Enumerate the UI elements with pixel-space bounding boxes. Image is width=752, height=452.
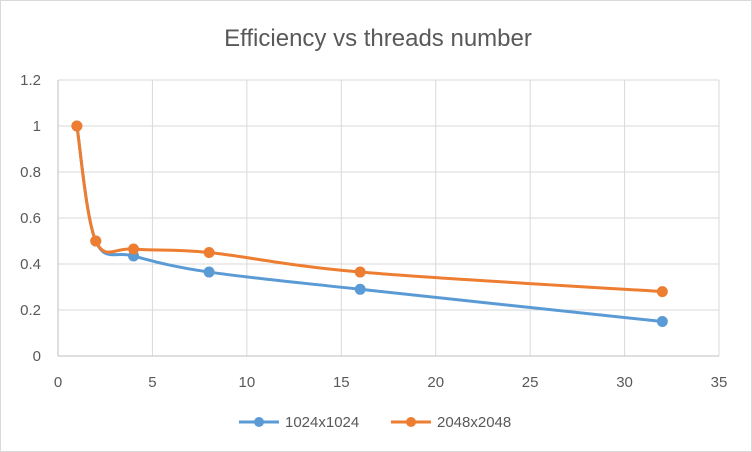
x-tick-label: 15 [333,374,350,391]
data-point [656,316,668,327]
series-2048x2048 [71,120,668,298]
legend-entry: 2048x2048 [391,414,511,431]
x-tick-label: 35 [711,374,728,391]
y-tick-label: 1.2 [20,72,41,89]
data-point [656,286,668,298]
legend-label: 2048x2048 [437,414,511,431]
x-tick-label: 0 [54,374,62,391]
x-tick-label: 30 [616,374,633,391]
data-point [203,247,215,258]
data-point [71,120,83,132]
data-point [203,266,215,278]
data-point [128,243,140,255]
y-tick-label: 0.6 [20,210,41,227]
y-tick-label: 0.2 [20,302,41,319]
data-point [90,235,102,247]
legend-marker [254,417,264,427]
y-tick-label: 0 [33,348,41,365]
series-line [75,124,664,294]
y-tick-label: 1 [33,118,41,135]
y-tick-label: 0.4 [20,256,41,273]
data-point [354,266,366,278]
gridlines [58,79,720,356]
legend-marker [406,417,416,427]
legend-entry: 1024x1024 [239,414,359,431]
series-layer [71,120,668,327]
legend-label: 1024x1024 [285,414,359,431]
chart-title: Efficiency vs threads number [224,25,532,52]
series-line [75,124,664,323]
x-tick-label: 25 [522,374,539,391]
legend: 1024x1024 2048x2048 [239,414,511,431]
data-point [354,283,366,295]
x-tick-label: 5 [148,374,156,391]
axes: 0 5 10 15 20 25 30 35 0 0.2 0.4 0.6 0.8 1 1.2 [20,72,727,391]
series-1024x1024 [71,120,668,327]
x-tick-label: 20 [427,374,444,391]
x-tick-label: 10 [239,374,256,391]
y-tick-label: 0.8 [20,164,41,181]
